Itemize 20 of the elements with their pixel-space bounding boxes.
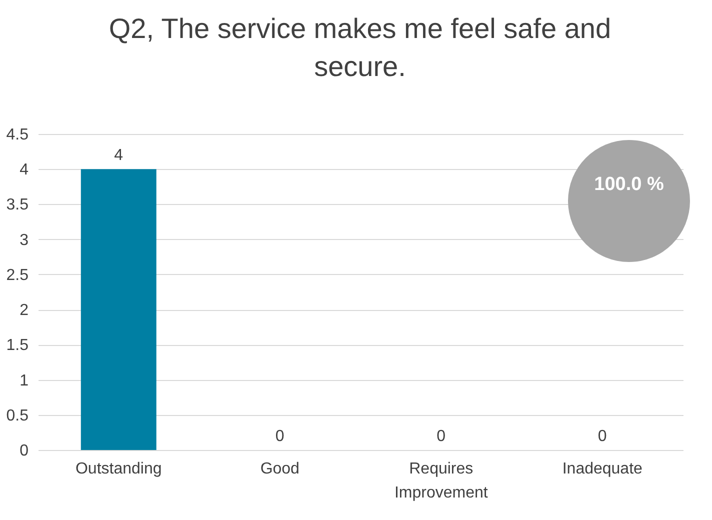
chart-title: Q2, The service makes me feel safe and secure. [108, 12, 612, 84]
y-tick-label: 0 [20, 442, 29, 460]
x-tick-label: Good [260, 460, 300, 478]
annotation: 100.0 % [593, 173, 665, 197]
y-tick-label: 1.5 [6, 337, 29, 354]
y-tick-label: 0.5 [6, 407, 29, 424]
x-tick-label: Inadequate [562, 460, 643, 478]
data-label: 0 [436, 428, 446, 445]
data-label: 0 [598, 428, 607, 445]
x-tick-label: Outstanding [75, 460, 162, 478]
y-tick-label: 3.5 [6, 196, 29, 214]
y-tick-label: 2 [20, 302, 29, 320]
y-tick-label: 4 [20, 162, 29, 179]
data-label: 0 [275, 428, 284, 445]
y-tick-label: 2.5 [6, 266, 29, 284]
y-tick-label: 4.5 [6, 126, 29, 144]
data-label: 4 [114, 147, 124, 164]
x-tick-label: Requires Improvement [394, 460, 488, 502]
y-tick-label: 1 [20, 372, 29, 390]
y-tick-label: 3 [20, 232, 29, 249]
